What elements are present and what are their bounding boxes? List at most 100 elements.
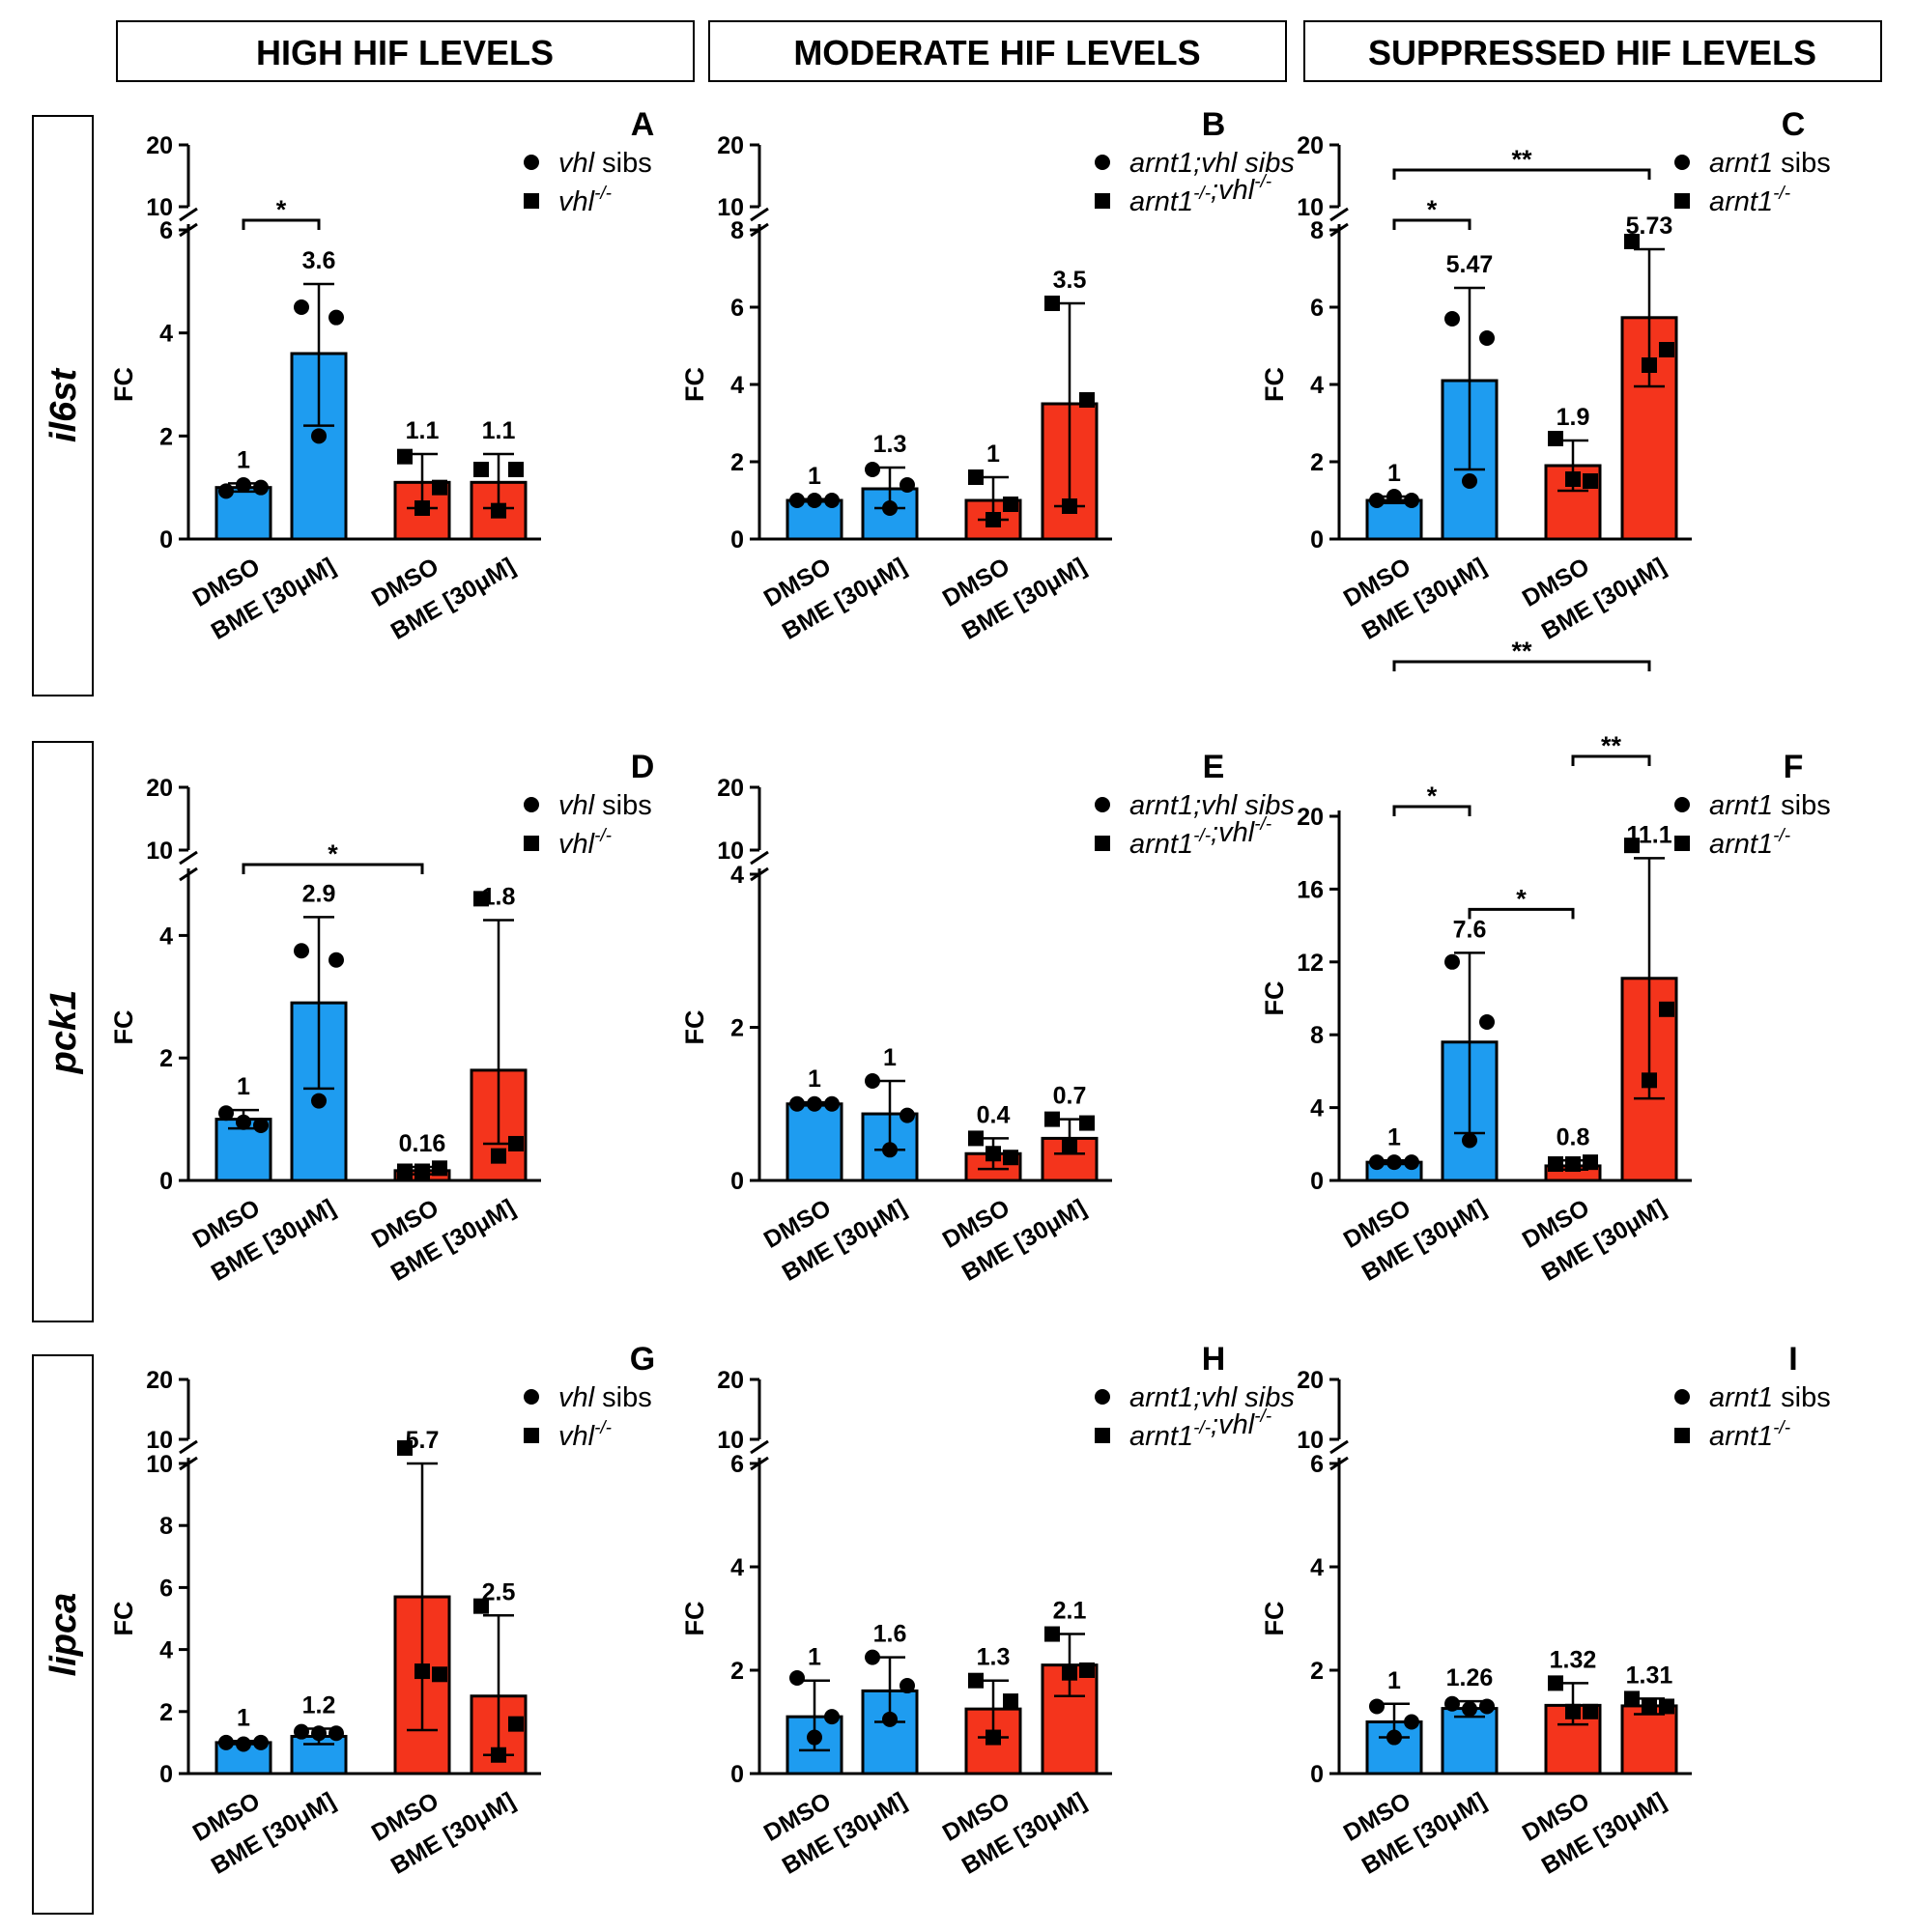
- legend-label: arnt1;vhl sibs: [1129, 1382, 1295, 1413]
- legend-marker: [524, 836, 539, 851]
- data-point: [508, 1135, 524, 1151]
- y-tick-label: 4: [730, 372, 744, 399]
- data-point: [432, 1160, 447, 1177]
- y-tick-label: 6: [159, 1575, 173, 1602]
- data-point: [1479, 1014, 1495, 1031]
- data-point: [1642, 357, 1657, 373]
- data-point: [1583, 1154, 1598, 1171]
- y-tick-label: 20: [146, 132, 173, 159]
- data-point: [1444, 311, 1460, 327]
- data-point: [329, 309, 344, 326]
- value-label: 1: [1387, 1667, 1401, 1694]
- significance-label: *: [328, 839, 338, 868]
- significance-bracket: [1392, 660, 1651, 671]
- value-label: 1: [808, 463, 821, 490]
- data-point: [1444, 953, 1460, 970]
- legend-label: arnt1;vhl sibs: [1129, 790, 1295, 821]
- data-point: [1386, 489, 1402, 504]
- value-label: 5.7: [406, 1427, 440, 1454]
- significance-bracket: [242, 218, 321, 230]
- data-point: [218, 1734, 234, 1750]
- legend-marker: [1674, 836, 1690, 851]
- axis-break-mark: [1329, 1456, 1349, 1471]
- y-tick-label: 2: [1310, 1658, 1324, 1685]
- panel-letter: I: [1788, 1341, 1797, 1378]
- legend-label: arnt1-/-: [1709, 826, 1790, 860]
- y-tick-label: 6: [1310, 1451, 1324, 1478]
- row-header-il6st: il6st: [32, 115, 94, 696]
- data-point: [294, 299, 309, 315]
- legend-label: vhl-/-: [558, 184, 612, 217]
- data-point: [1044, 1626, 1060, 1642]
- data-point: [882, 1711, 898, 1727]
- legend-label: vhl sibs: [558, 1382, 652, 1413]
- data-point: [1003, 497, 1018, 512]
- row-title-il6st: il6st: [43, 368, 84, 442]
- axis-break-mark: [750, 850, 769, 866]
- y-tick-label: 2: [159, 1699, 173, 1726]
- significance-label: **: [1511, 145, 1532, 174]
- axis-break-mark: [750, 867, 769, 882]
- data-point: [236, 477, 251, 493]
- data-point: [789, 1670, 805, 1687]
- data-point: [986, 1729, 1001, 1746]
- y-tick-label: 6: [1310, 295, 1324, 322]
- y-tick-label: 10: [717, 1427, 744, 1454]
- column-title-suppressed: SUPPRESSED HIF LEVELS: [1368, 33, 1816, 72]
- column-title-high: HIGH HIF LEVELS: [256, 33, 554, 72]
- data-point: [1462, 1132, 1477, 1149]
- data-point: [968, 1672, 984, 1689]
- value-label: 1: [237, 1073, 250, 1100]
- value-label: 1: [808, 1644, 821, 1671]
- data-point: [1624, 234, 1640, 249]
- data-point: [311, 428, 327, 444]
- value-label: 1.8: [482, 884, 516, 911]
- y-tick-label: 4: [159, 1637, 173, 1664]
- value-label: 5.73: [1626, 213, 1673, 240]
- y-tick-label: 8: [1310, 1022, 1324, 1049]
- data-point: [1565, 1703, 1581, 1719]
- y-axis-label: FC: [1260, 367, 1289, 402]
- data-point: [473, 462, 489, 477]
- data-point: [1044, 296, 1060, 311]
- panel-letter: G: [630, 1341, 655, 1378]
- data-point: [1369, 1154, 1385, 1171]
- legend-label: arnt1-/-: [1709, 1418, 1790, 1452]
- y-tick-label: 10: [146, 838, 173, 865]
- row-header-lipca: lipca: [32, 1354, 94, 1915]
- data-point: [1062, 498, 1077, 514]
- value-label: 2.1: [1053, 1598, 1087, 1625]
- value-label: 1: [237, 446, 250, 473]
- bar: [786, 1102, 843, 1182]
- data-point: [824, 493, 840, 508]
- data-point: [1642, 1072, 1657, 1089]
- data-point: [329, 952, 344, 968]
- y-tick-label: 8: [730, 217, 744, 244]
- y-tick-label: 2: [730, 1015, 744, 1042]
- value-label: 3.6: [302, 247, 336, 274]
- data-point: [1462, 1701, 1477, 1718]
- data-point: [807, 1729, 822, 1746]
- y-tick-label: 4: [730, 862, 744, 889]
- panel-letter: B: [1202, 106, 1226, 143]
- data-point: [1548, 1675, 1563, 1691]
- y-tick-label: 2: [159, 1045, 173, 1072]
- value-label: 0.8: [1557, 1123, 1590, 1151]
- data-point: [1404, 1154, 1419, 1171]
- y-tick-label: 6: [730, 295, 744, 322]
- value-label: 7.6: [1453, 916, 1487, 943]
- y-tick-label: 20: [1297, 804, 1324, 831]
- value-label: 2.5: [482, 1578, 516, 1605]
- significance-label: *: [1516, 884, 1527, 913]
- panel-letter: E: [1203, 749, 1225, 785]
- data-point: [865, 462, 880, 477]
- y-axis-label: FC: [1260, 1602, 1289, 1636]
- data-point: [236, 1114, 251, 1130]
- data-point: [1548, 1156, 1563, 1173]
- y-tick-label: 0: [730, 1168, 744, 1195]
- y-tick-label: 16: [1297, 876, 1324, 903]
- y-tick-label: 0: [159, 1761, 173, 1788]
- y-tick-label: 20: [146, 1367, 173, 1394]
